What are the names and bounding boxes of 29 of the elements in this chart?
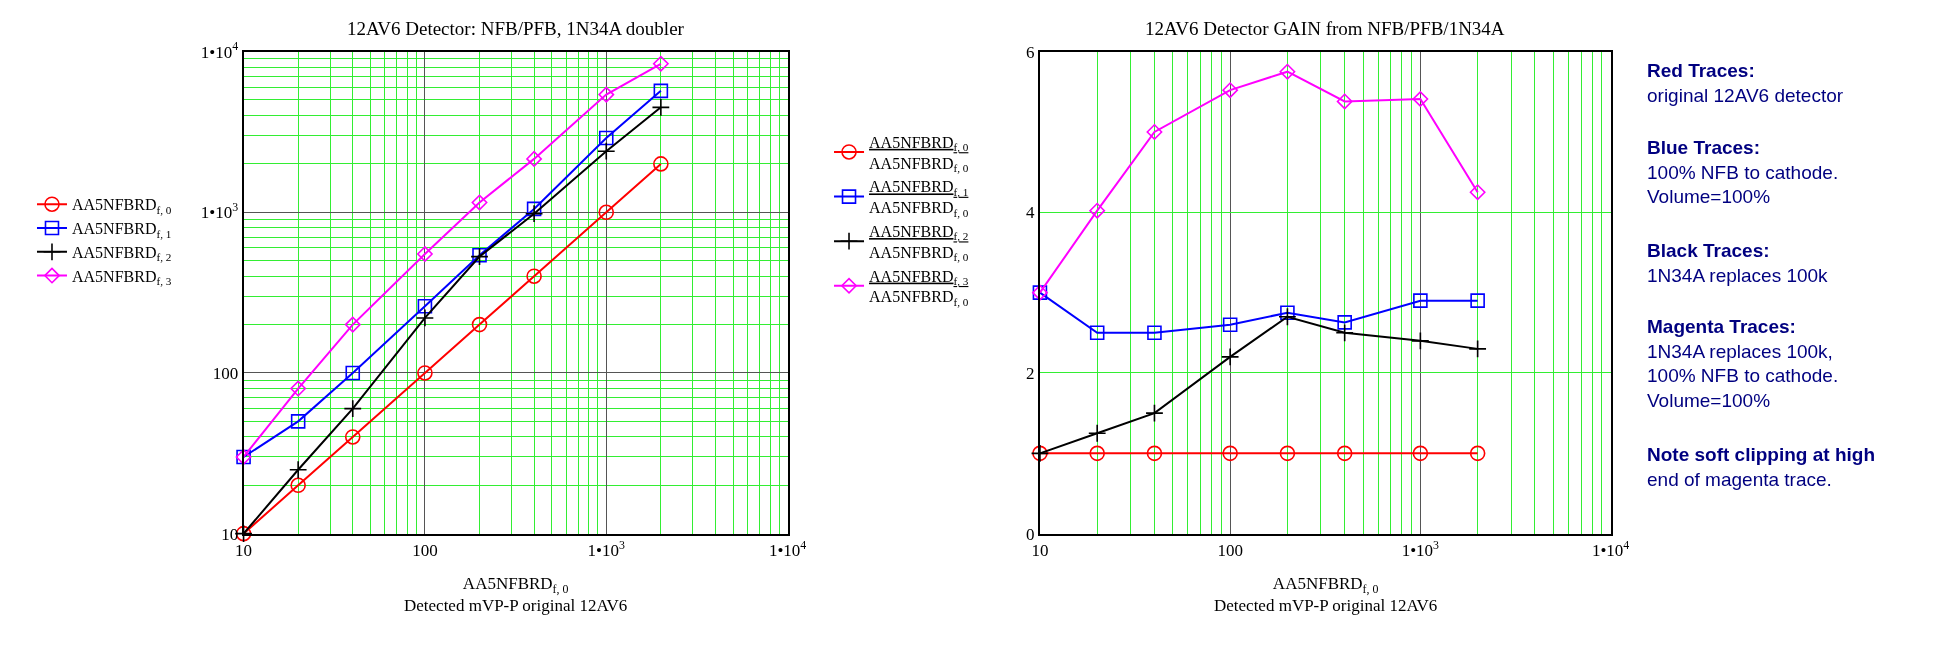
y-tick-label: 100	[212, 363, 239, 383]
y-tick-label: 1•10$^{3}$	[200, 200, 239, 223]
legend-label: AA5NFBRD$_{f, 0}$	[71, 196, 172, 216]
y-tick-label: 0	[1026, 524, 1035, 544]
x-tick-label: 1•10$^{4}$	[768, 537, 807, 561]
x-tick-label: 1•10$^{3}$	[587, 537, 626, 561]
x-tick-label: 10	[235, 541, 253, 561]
text: Note soft clipping at high end of magenta trace.	[1647, 444, 1875, 490]
y-tick-label: 2	[1026, 363, 1035, 383]
x-tick-label: 1•10$^{4}$	[1591, 537, 1630, 561]
chart-title: 12AV6 Detector GAIN from NFB/PFB/1N34A	[1145, 18, 1505, 39]
y-tick-label: 4	[1026, 203, 1036, 223]
text: Black Traces: 1N34A replaces 100k	[1647, 240, 1829, 286]
legend-label: AA5NFBRD$_{f, 3}$ AA5NFBRD$_{f, 0}$	[869, 267, 969, 308]
x-axis-title: AA5NFBRD$_{f, 0}$ Detected mVP-P original 12AV6	[1214, 574, 1438, 616]
text: Red Traces: original 12AV6 detector	[1647, 60, 1844, 106]
y-tick-label: 6	[1026, 42, 1035, 62]
legend-label: AA5NFBRD$_{f, 3}$	[71, 267, 172, 288]
chart-title: 12AV6 Detector: NFB/PFB, 1N34A doubler	[347, 18, 685, 39]
x-tick-label: 1•10$^{3}$	[1401, 537, 1440, 561]
x-axis-title: AA5NFBRD$_{f, 0}$ Detected mVP-P original 12AV6	[404, 574, 628, 616]
x-tick-label: 100	[1217, 541, 1243, 561]
text: Blue Traces: 100% NFB to cathode. Volume=100%	[1647, 137, 1839, 208]
legend-label: AA5NFBRD$_{f, 1}$	[71, 220, 172, 240]
legend-label: AA5NFBRD$_{f, 2}$	[71, 244, 172, 264]
text: Magenta Traces: 1N34A replaces 100k, 100% NFB to cathode. Volume=100%	[1647, 316, 1839, 412]
x-tick-label: 100	[412, 541, 438, 561]
y-tick-label: 10	[221, 524, 239, 544]
y-tick-label: 1•10$^{4}$	[200, 39, 239, 62]
